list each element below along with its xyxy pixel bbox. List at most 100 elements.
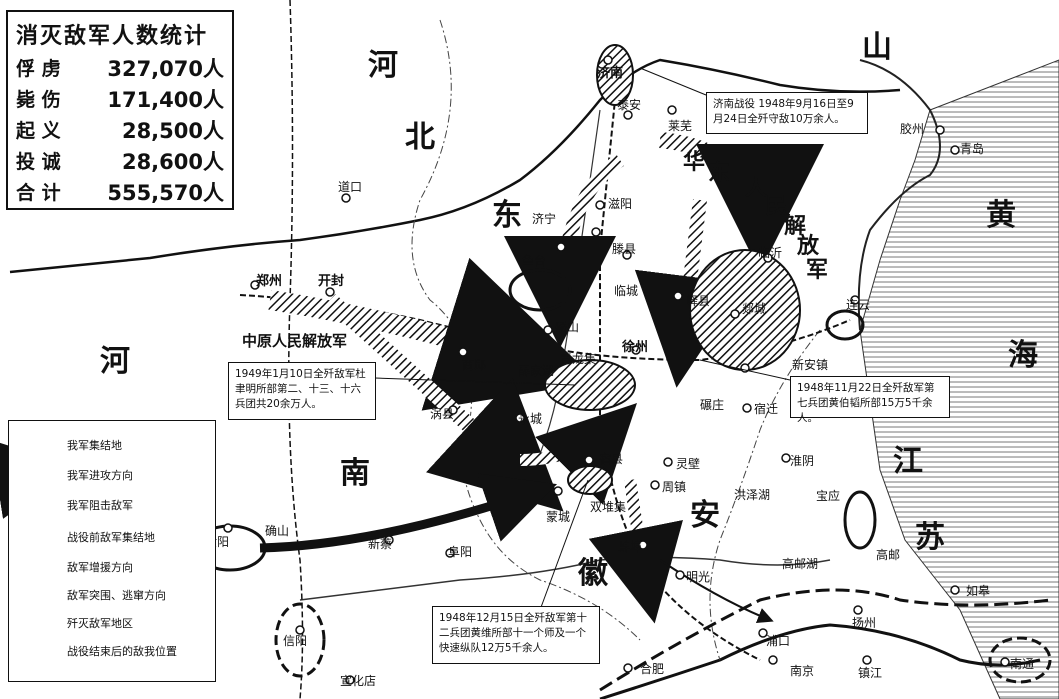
legend-item: 我军进攻方向 — [67, 469, 133, 482]
army-label-east: 军 — [806, 257, 829, 283]
stats-row-total: 合 计 555,570人 — [16, 181, 224, 205]
note-leader — [374, 377, 576, 386]
place-label: 临沂 — [758, 246, 783, 260]
post-battle-area — [988, 636, 1052, 684]
place-label: 碾庄 — [700, 398, 725, 412]
city-markers — [223, 55, 1010, 685]
place-label: 蚌埠 — [618, 540, 643, 554]
annihilation-zone-chenguanzhuang — [544, 359, 636, 411]
yangtze-river — [599, 623, 1041, 699]
region-label: 苏 — [915, 520, 945, 555]
place-label: 双堆集 — [590, 500, 627, 514]
place-label: 宝应 — [816, 489, 841, 503]
place-label: 郑州 — [256, 274, 283, 289]
note-huangbai-annihilation: 1948年11月22日全歼敌军第七兵团黄伯韬所部15万5千余人。 — [790, 376, 950, 424]
note-leader — [539, 479, 589, 611]
east-army-attack-arrow — [634, 199, 746, 388]
place-label: 镇江 — [858, 666, 883, 680]
place-label: 如皋 — [966, 584, 991, 598]
army-label-east: 华 — [683, 149, 706, 175]
place-label: 扬州 — [852, 616, 877, 630]
region-label: 海 — [1008, 338, 1038, 373]
region-label: 河 — [368, 48, 398, 83]
place-label: 新蔡 — [368, 537, 393, 551]
place-label: 阜阳 — [448, 545, 473, 559]
yellow-river — [9, 58, 901, 274]
region-label: 徽 — [578, 556, 608, 591]
place-label: 临城 — [614, 284, 639, 298]
place-label: 峄县 — [686, 294, 711, 308]
central-army-attack-arrow — [519, 403, 637, 505]
place-label: 薛家湖 — [518, 364, 555, 378]
place-label: 宣化店 — [340, 674, 377, 688]
place-label: 周镇 — [662, 480, 687, 494]
shandong-coast — [857, 59, 941, 331]
place-label: 南京 — [790, 664, 815, 678]
place-label: 胶州 — [900, 122, 925, 136]
province-boundary — [709, 329, 821, 661]
place-label: 济宁 — [532, 212, 557, 226]
assembly-area — [843, 490, 877, 550]
legend-item: 战役结束后的敌我位置 — [67, 645, 177, 658]
region-label: 南 — [340, 456, 370, 491]
army-label-east: 解 — [784, 213, 807, 239]
central-army-attack-arrow — [268, 257, 599, 411]
place-label: 灵壁 — [676, 457, 701, 471]
army-label-east: 民 — [765, 193, 788, 219]
enemy-reinforcement-arrow — [259, 473, 558, 553]
place-label: 洪泽湖 — [734, 488, 771, 502]
stats-row: 起 义 28,500人 — [16, 119, 224, 143]
place-label: 高邮 — [876, 548, 901, 562]
assembly-area — [508, 268, 572, 312]
yellow-sea — [859, 59, 1059, 699]
map-legend: 我军集结地 我军进攻方向 我军阻击敌军 战役前敌军集结地 敌军增援方向 敌军突围… — [8, 420, 216, 682]
legend-item: 敌军增援方向 — [67, 561, 133, 574]
place-label: 济南 — [597, 66, 624, 81]
region-label: 江 — [893, 444, 923, 479]
place-label: 青岛 — [960, 142, 985, 156]
place-label: 涡县 — [430, 407, 455, 421]
place-label: 滕县 — [612, 242, 637, 256]
region-label: 山 — [862, 30, 892, 65]
note-jinan-campaign: 济南战役 1948年9月16日至9月24日全歼守敌10万余人。 — [706, 92, 868, 134]
place-label: 浦口 — [766, 634, 791, 648]
enemy-advance-arrow — [659, 559, 774, 623]
place-label: 合肥 — [640, 662, 665, 676]
casualty-stats-box: 消灭敌军人数统计 俘 虏 327,070人 毙 伤 171,400人 起 义 28,5… — [6, 10, 234, 210]
place-label: 商邱 — [462, 358, 487, 372]
huai-river — [299, 556, 831, 601]
stats-row: 毙 伤 171,400人 — [16, 88, 224, 112]
east-army-attack-arrow — [659, 132, 824, 272]
place-label: 莱芜 — [668, 119, 693, 133]
place-label: 郯城 — [742, 302, 767, 316]
place-label: 蒙城 — [546, 510, 571, 524]
place-label: 宿县 — [599, 452, 624, 466]
stats-title: 消灭敌军人数统计 — [16, 23, 209, 49]
place-label: 淮阴 — [790, 454, 815, 468]
central-army-attack-arrow — [324, 294, 564, 512]
place-label: 滋阳 — [608, 197, 633, 211]
place-label: 南通 — [1010, 657, 1035, 671]
place-label: 永城 — [518, 412, 543, 426]
place-label: 砀山 — [555, 320, 580, 334]
legend-item: 我军集结地 — [67, 439, 122, 452]
region-label: 安 — [690, 498, 720, 533]
place-label: 高邮湖 — [782, 557, 819, 571]
place-label: 开封 — [318, 274, 345, 289]
army-label-central: 中原人民解放军 — [242, 332, 348, 350]
place-label: 确山 — [265, 524, 290, 538]
post-battle-line — [599, 588, 1051, 692]
legend-item: 敌军突围、逃窜方向 — [67, 589, 166, 602]
army-label-east: 人 — [745, 175, 768, 201]
place-label: 道口 — [338, 180, 363, 194]
note-dubei-annihilation: 1949年1月10日全歼敌军杜聿明所部第二、十三、十六兵团共20余万人。 — [228, 362, 376, 420]
legend-item: 战役前敌军集结地 — [67, 531, 155, 544]
region-label: 黄 — [986, 198, 1016, 233]
note-leader — [639, 67, 707, 96]
place-label: 新安镇 — [792, 358, 829, 372]
post-battle-area — [274, 602, 326, 678]
place-label: 明光 — [686, 570, 711, 584]
note-leader — [699, 359, 791, 381]
place-label: 连云 — [846, 298, 871, 312]
region-label: 东 — [492, 198, 522, 233]
